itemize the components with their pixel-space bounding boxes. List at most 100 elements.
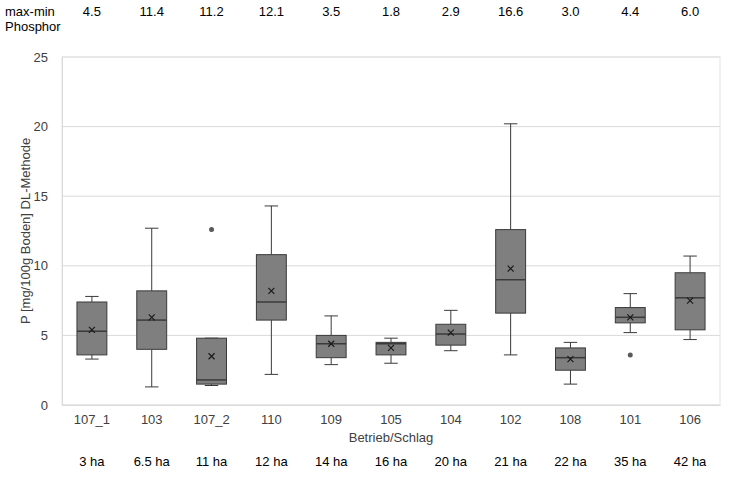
upper-whisker [630,294,631,308]
box-group [137,228,167,387]
x-tick-label: 101 [619,412,641,427]
upper-whisker [570,342,571,348]
upper-cap [564,342,577,343]
x-tick-label: 104 [440,412,462,427]
box [376,342,406,355]
grid [62,57,720,405]
lower-whisker [91,355,92,359]
y-tick-label: 15 [34,189,48,204]
y-tick: 25 [34,50,62,65]
mean [508,266,514,272]
y-tick: 0 [41,398,62,413]
area-label: 14 ha [315,454,348,469]
x-tick: 107_1 [74,405,110,427]
box [556,348,586,370]
range-value: 1.8 [382,4,400,19]
lower-whisker [630,323,631,333]
x-tick: 106 [679,405,701,427]
median [376,343,406,345]
upper-cap [504,123,517,124]
mean [567,356,573,362]
box-group [436,310,466,350]
area-label: 22 ha [554,454,587,469]
lower-whisker [391,355,392,363]
upper-cap [624,293,637,294]
box [137,291,167,349]
upper-cap [85,296,98,297]
range-value: 11.2 [199,4,223,19]
x-axis: 107_1103107_2110109105104102108101106 [63,405,721,427]
area-label: 11 ha [196,454,228,469]
outlier [209,227,214,232]
grid-line [62,126,720,127]
x-tick-label: 106 [679,412,701,427]
area-label: 3 ha [79,454,105,469]
mean [149,314,155,320]
y-tick: 5 [41,328,62,343]
median [675,297,705,299]
y-tick-label: 20 [34,119,48,134]
range-value: 6.0 [681,4,699,19]
x-tick: 107_2 [193,405,229,427]
x-tick-label: 107_2 [193,412,229,427]
mean [388,345,394,351]
x-axis-title: Betrieb/Schlag [349,430,434,445]
lower-whisker [151,349,152,387]
median [496,279,526,281]
box-group [256,206,286,374]
median [556,357,586,359]
x-tick: 110 [261,405,282,427]
area-label: 16 ha [375,454,408,469]
box [77,302,107,355]
box [675,273,705,330]
x-axis-line [63,405,721,406]
upper-cap [384,338,397,339]
lower-whisker [690,330,691,340]
upper-cap [265,205,278,206]
grid-line [62,196,720,197]
upper-cap [145,228,158,229]
box [496,230,526,314]
x-tick-label: 108 [560,412,582,427]
range-title: max-min [5,4,55,19]
x-tick: 109 [320,405,342,427]
chart: 0 5 10 15 20 25 107_1 103 107_2 110 109 10 5 104 102 10… [0,0,740,486]
plot-frame [62,57,720,405]
upper-cap [324,315,337,316]
y-tick: 15 [34,189,62,204]
lower-cap [564,384,577,385]
box-group [197,227,227,385]
x-tick: 102 [500,405,522,427]
range-value: 2.9 [442,4,460,19]
box-group [675,256,705,340]
x-tick-label: 110 [261,412,282,427]
range-value: 12.1 [259,4,284,19]
x-tick: 103 [141,405,163,427]
x-tick-label: 103 [141,412,163,427]
mean [209,353,215,359]
boxes [77,124,705,387]
area-label: 12 ha [255,454,288,469]
box [197,338,227,384]
y-axis-line [62,58,63,406]
y-axis-title: P [mg/100g Boden] DL-Methode [18,138,33,324]
lower-whisker [510,313,511,355]
mean [448,330,454,336]
lower-whisker [450,345,451,351]
lower-cap [85,359,98,360]
mean [328,341,334,347]
range-title: Phosphor [5,19,61,34]
lower-cap [504,354,517,355]
y-axis: 0 5 10 15 20 25 [34,50,63,413]
box-group [615,294,645,358]
outlier [628,352,633,357]
upper-whisker [151,228,152,291]
upper-whisker [510,124,511,230]
y-tick: 10 [34,258,62,273]
upper-cap [683,256,696,257]
upper-whisker [271,206,272,255]
lower-whisker [570,370,571,384]
median [256,301,286,303]
upper-whisker [331,316,332,335]
range-value: 16.6 [498,4,523,19]
